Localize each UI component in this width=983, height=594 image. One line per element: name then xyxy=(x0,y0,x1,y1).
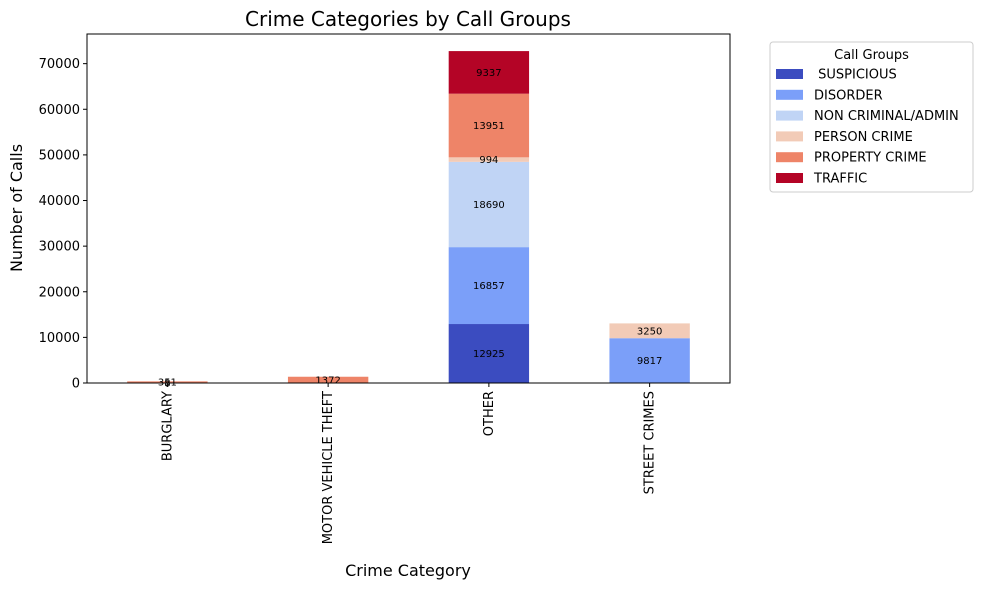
legend-swatch xyxy=(776,152,803,162)
axes: 0 10000 20000 30000 40000 50000 60000 70000 BURG… xyxy=(39,34,730,544)
legend-entry-label: SUSPICIOUS xyxy=(814,68,897,83)
legend-swatch xyxy=(776,131,803,141)
y-axis-label: Number of Calls xyxy=(7,144,26,272)
bar-value-label: 9817 xyxy=(637,356,662,367)
legend-title: Call Groups xyxy=(834,48,909,63)
bar-value-label: 3250 xyxy=(637,326,662,337)
plot-area: 1292516857981718690899432503511372139519… xyxy=(127,51,690,389)
bar-value-label: 12925 xyxy=(473,349,505,360)
legend-entry-label: NON CRIMINAL/ADMIN xyxy=(814,109,959,124)
y-tick-label: 60000 xyxy=(39,103,80,118)
bar-value-label: 9337 xyxy=(476,68,501,79)
legend: Call Groups SUSPICIOUS DISORDER NON CRIMIN… xyxy=(770,42,973,192)
chart-title: Crime Categories by Call Groups xyxy=(245,7,571,31)
y-tick-label: 50000 xyxy=(39,148,80,163)
x-axis-label: Crime Category xyxy=(345,561,471,580)
legend-entry-label: TRAFFIC xyxy=(813,172,867,187)
x-tick-label: BURGLARY xyxy=(160,391,175,461)
legend-swatch xyxy=(776,90,803,100)
x-tick-label: STREET CRIMES xyxy=(643,391,658,494)
y-tick-label: 40000 xyxy=(39,194,80,209)
x-tick-label: OTHER xyxy=(482,391,497,436)
x-tick-label: MOTOR VEHICLE THEFT xyxy=(321,391,336,544)
legend-entry-label: PROPERTY CRIME xyxy=(814,151,927,166)
legend-entry-label: PERSON CRIME xyxy=(814,130,913,145)
legend-swatch xyxy=(776,173,803,183)
legend-entry-label: DISORDER xyxy=(814,88,883,103)
y-tick-label: 0 xyxy=(72,377,80,392)
bar-value-label: 13951 xyxy=(473,121,505,132)
legend-swatch xyxy=(776,69,803,79)
y-tick-label: 30000 xyxy=(39,240,80,255)
y-tick-label: 70000 xyxy=(39,57,80,72)
bar-value-label: 16857 xyxy=(473,281,505,292)
bar-value-label: 18690 xyxy=(473,200,505,211)
y-tick-label: 10000 xyxy=(39,331,80,346)
bar-value-label: 994 xyxy=(479,155,498,166)
y-tick-label: 20000 xyxy=(39,285,80,300)
legend-swatch xyxy=(776,111,803,121)
